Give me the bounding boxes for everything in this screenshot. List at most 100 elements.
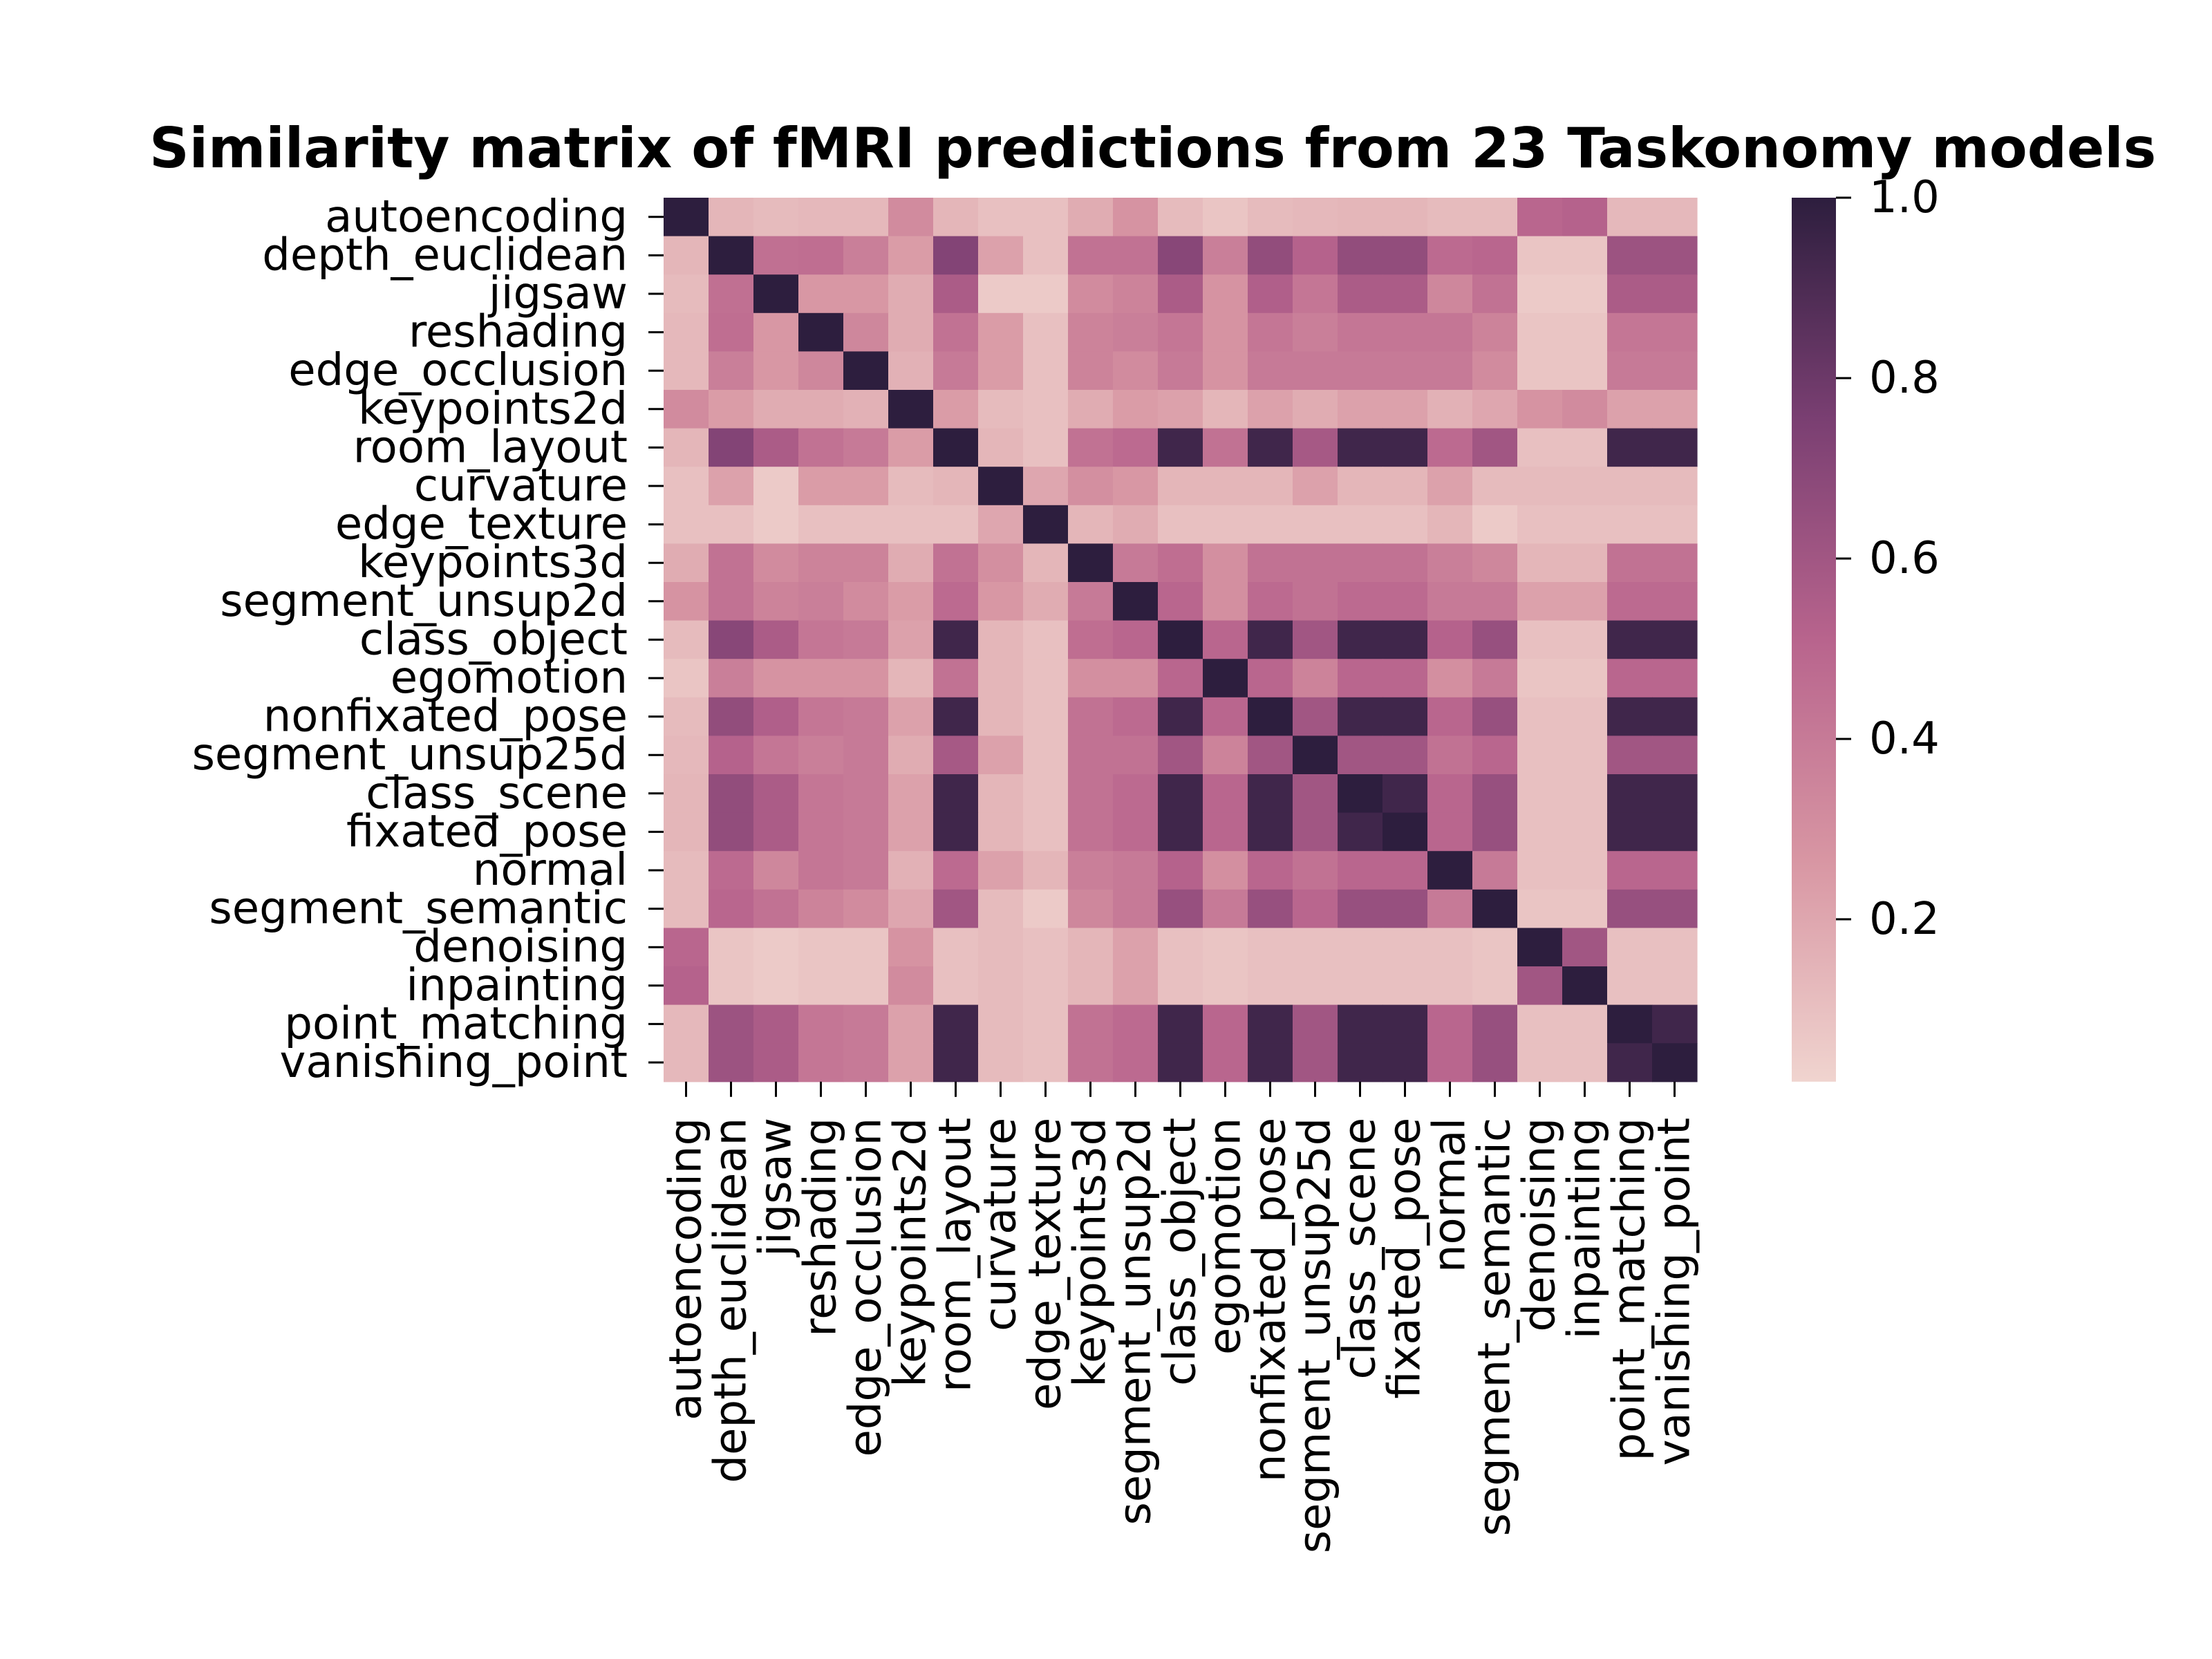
y-tick-label: autoencoding [325,191,628,243]
heatmap-cell [843,966,889,1006]
heatmap-cell [664,312,709,352]
heatmap-cell [978,851,1024,890]
heatmap-cell [843,1043,889,1082]
heatmap-cell [933,582,979,621]
heatmap-cell [1293,735,1338,775]
heatmap-cell [1472,774,1518,814]
y-tick-label: class_scene [366,768,628,819]
x-tick-label: fixated_pose [1380,1118,1431,1399]
heatmap-cell [1652,428,1698,467]
heatmap-cell [1472,582,1518,621]
heatmap-cell [1203,467,1248,506]
heatmap-cell [1113,928,1159,967]
y-tick-label: segment_semantic [209,883,628,935]
heatmap-cell [1382,582,1428,621]
heatmap-cell [1517,274,1563,314]
heatmap-cell [1158,735,1203,775]
heatmap-cell [1607,1004,1653,1044]
heatmap-cell [1517,505,1563,544]
heatmap-cell [1338,659,1383,698]
heatmap-cell [1023,428,1069,467]
heatmap-cell [1607,697,1653,736]
heatmap-cell [1203,351,1248,391]
heatmap-cell [1248,1004,1293,1044]
heatmap-cell [1472,966,1518,1006]
heatmap-cell [1068,582,1114,621]
heatmap-cell [1652,1004,1698,1044]
heatmap-cell [1293,236,1338,275]
heatmap-cell [1427,774,1473,814]
heatmap-cell [1607,505,1653,544]
heatmap-cell [888,390,934,429]
heatmap-cell [1652,274,1698,314]
heatmap-cell [1248,351,1293,391]
heatmap-cell [1562,582,1608,621]
heatmap-cell [1382,505,1428,544]
heatmap-cell [1652,390,1698,429]
heatmap-cell [1607,889,1653,928]
heatmap-cell [933,966,979,1006]
x-tick-label: jigsaw [751,1118,802,1258]
heatmap-cell [1607,582,1653,621]
heatmap-cell [1382,889,1428,928]
heatmap-cell [1562,428,1608,467]
heatmap-cell [1203,889,1248,928]
heatmap-cell [1293,198,1338,237]
heatmap-cell [1338,505,1383,544]
heatmap-cell [1652,582,1698,621]
heatmap-cell [933,659,979,698]
heatmap-cell [1427,697,1473,736]
heatmap-cell [1248,889,1293,928]
heatmap-cell [1113,351,1159,391]
heatmap-cell [1113,582,1159,621]
heatmap-cell [709,428,754,467]
heatmap-cell [1023,198,1069,237]
heatmap-cell [1293,812,1338,852]
heatmap-cell [933,620,979,659]
heatmap-cell [664,697,709,736]
heatmap-cell [798,697,844,736]
heatmap-cell [1113,505,1159,544]
heatmap-cell [933,236,979,275]
heatmap-cell [664,236,709,275]
heatmap-cell [1023,1004,1069,1044]
heatmap-cell [843,928,889,967]
heatmap-cell [1652,774,1698,814]
heatmap-cell [1248,697,1293,736]
heatmap-cell [843,697,889,736]
heatmap-cell [1652,812,1698,852]
heatmap-cell [933,735,979,775]
heatmap-cell [664,582,709,621]
heatmap-cell [753,505,799,544]
heatmap-cell [1607,236,1653,275]
heatmap-cell [664,543,709,583]
heatmap-cell [1607,1043,1653,1082]
heatmap-cell [1338,543,1383,583]
heatmap-cell [1113,1043,1159,1082]
heatmap-cell [978,582,1024,621]
heatmap-cell [753,1043,799,1082]
heatmap-cell [798,812,844,852]
heatmap-cell [1427,428,1473,467]
heatmap-cell [1113,620,1159,659]
heatmap-cell [1203,851,1248,890]
y-tick-label: curvature [414,460,628,512]
heatmap-cell [1068,1043,1114,1082]
heatmap-cell [1382,851,1428,890]
x-tick-label: class_scene [1335,1118,1386,1380]
heatmap-cell [664,390,709,429]
heatmap-cell [1338,812,1383,852]
heatmap-cell [1562,390,1608,429]
heatmap-cell [1203,312,1248,352]
heatmap-cell [1158,236,1203,275]
heatmap-cell [1517,620,1563,659]
heatmap-cell [798,774,844,814]
heatmap-cell [843,659,889,698]
heatmap-cell [1427,851,1473,890]
heatmap-cell [1068,543,1114,583]
heatmap-cell [1338,351,1383,391]
heatmap-cell [798,390,844,429]
heatmap-cell [1607,274,1653,314]
heatmap-cell [1427,582,1473,621]
